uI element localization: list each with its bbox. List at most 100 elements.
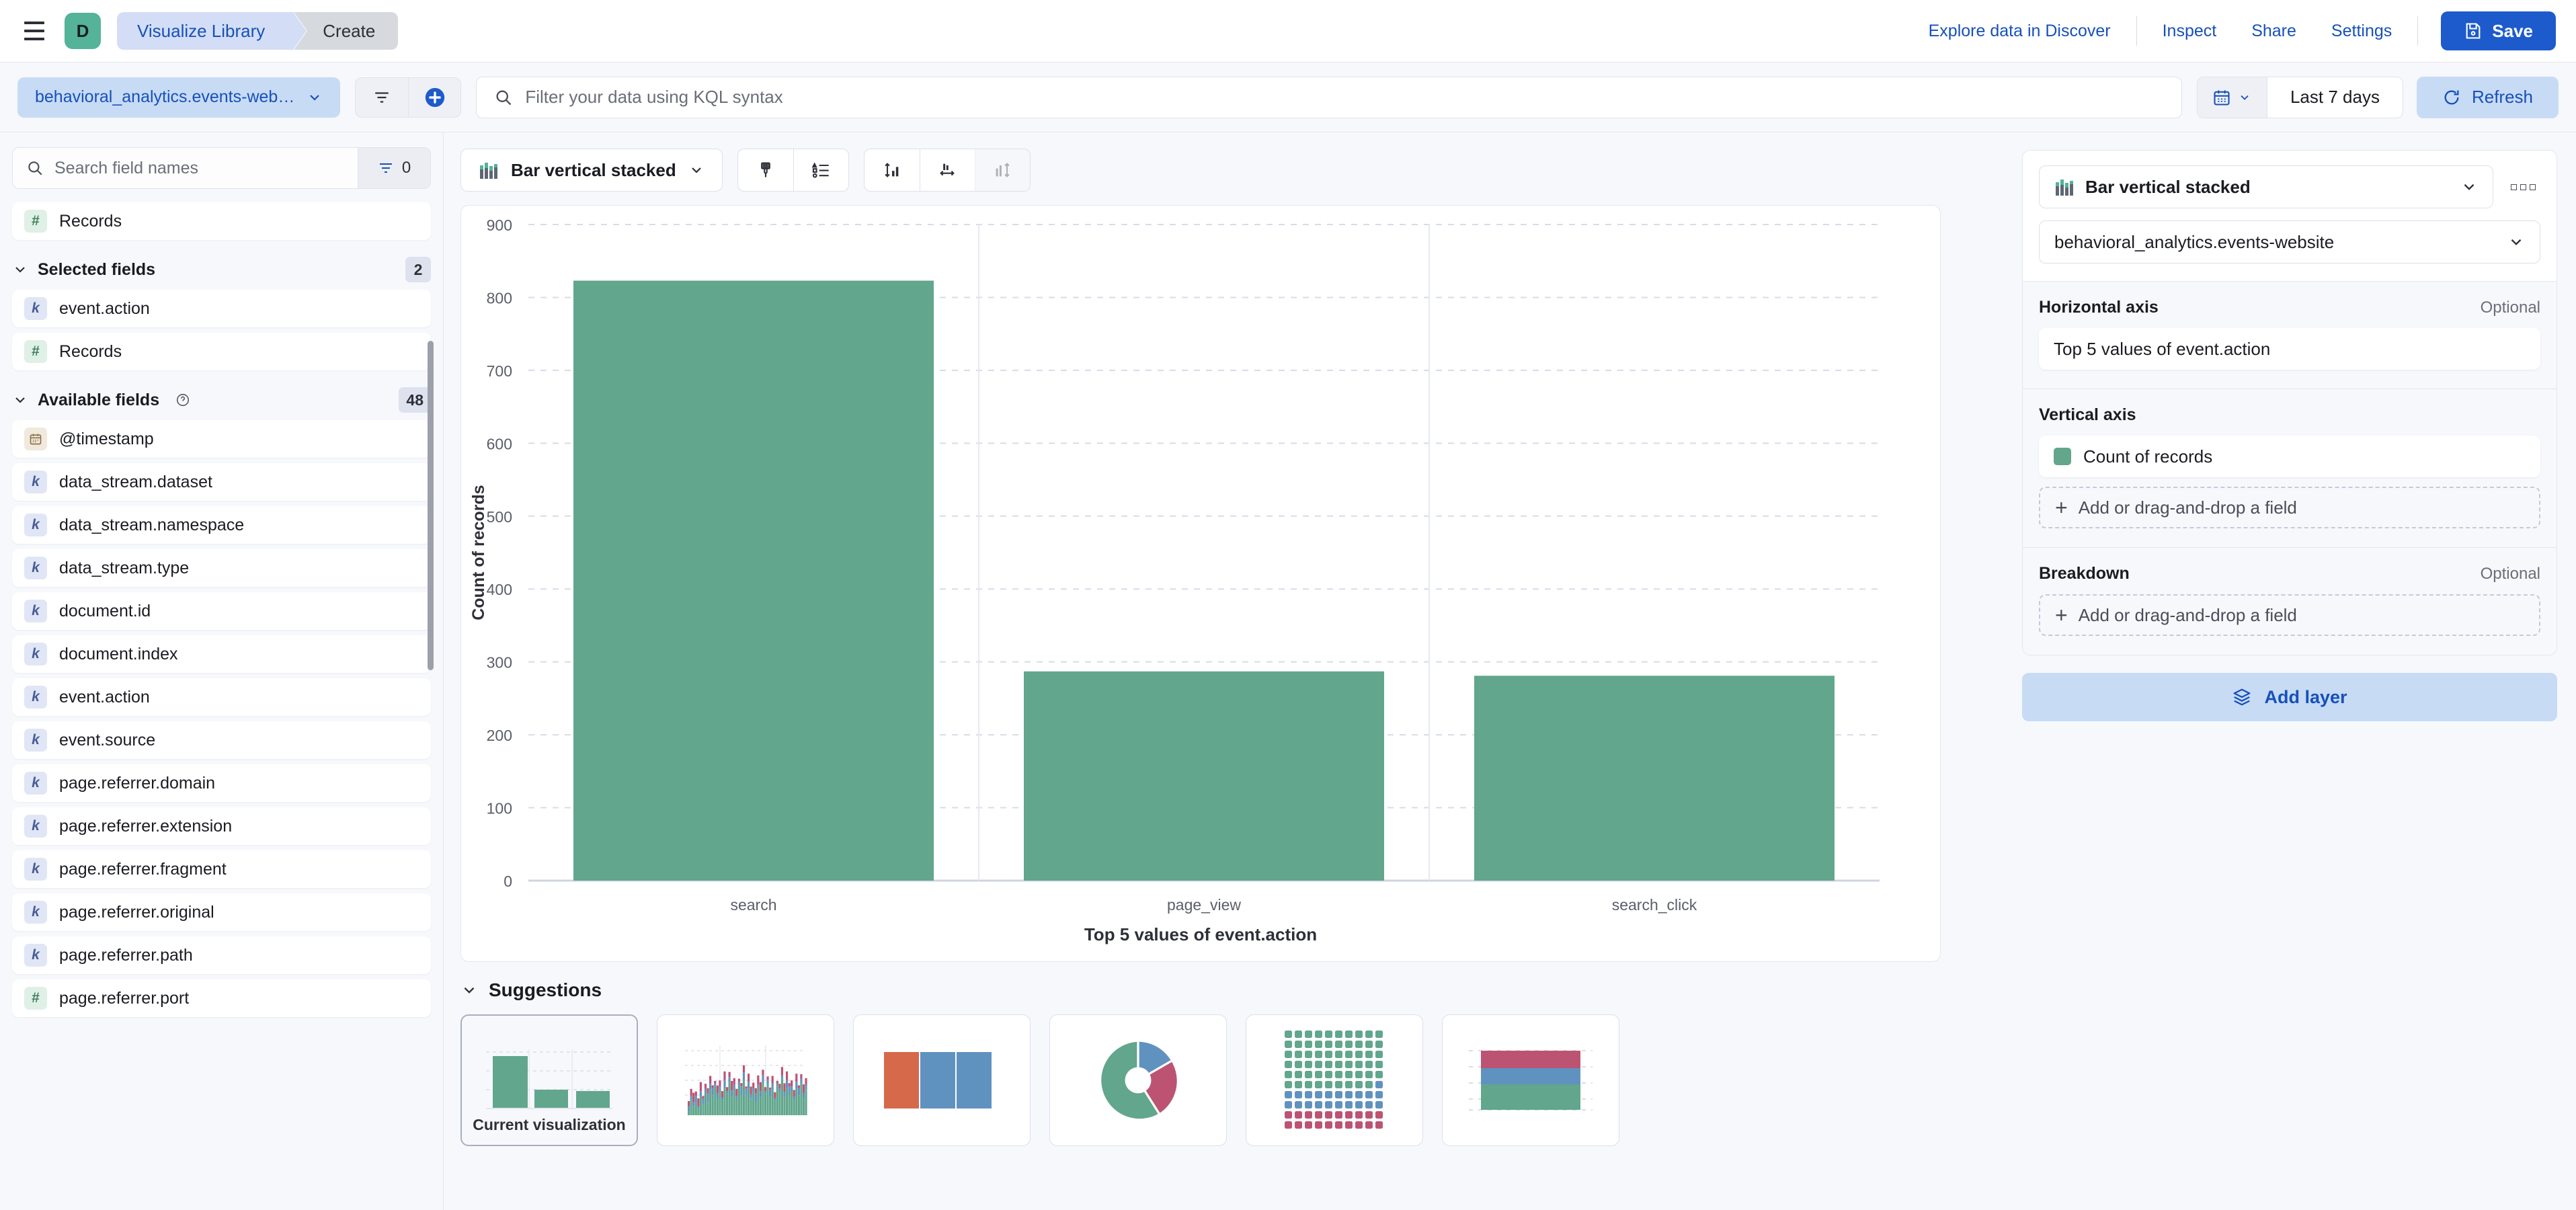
explore-data-in-discover-link[interactable]: Explore data in Discover: [1928, 21, 2111, 40]
save-button[interactable]: Save: [2441, 11, 2556, 50]
search-input[interactable]: [54, 148, 358, 188]
add-filter-icon[interactable]: [408, 77, 460, 117]
horizontal-scale-icon[interactable]: [919, 149, 975, 191]
header-divider: [2417, 16, 2419, 46]
suggestion-waffle[interactable]: [1246, 1014, 1423, 1146]
bar[interactable]: [573, 280, 934, 881]
bar[interactable]: [1024, 671, 1384, 881]
suggestion-mosaic[interactable]: [853, 1014, 1031, 1146]
add-layer-button[interactable]: Add layer: [2022, 673, 2557, 721]
field-item[interactable]: k document.index: [12, 635, 431, 673]
field-item[interactable]: k document.id: [12, 592, 431, 630]
settings-button[interactable]: Settings: [2331, 21, 2392, 40]
group-label: Breakdown: [2039, 564, 2130, 583]
inspect-button[interactable]: Inspect: [2162, 21, 2217, 40]
field-type-keyword-icon: k: [24, 858, 47, 881]
group-optional-badge: Optional: [2480, 565, 2540, 583]
field-item[interactable]: k page.referrer.original: [12, 893, 431, 931]
y-tick-label: 400: [487, 581, 512, 598]
dimension-horizontal-axis[interactable]: Top 5 values of event.action: [2039, 328, 2540, 370]
field-item[interactable]: k page.referrer.path: [12, 936, 431, 974]
space-avatar[interactable]: D: [65, 13, 101, 49]
config-data-view-select[interactable]: behavioral_analytics.events-website: [2039, 220, 2540, 264]
dimension-vertical-axis[interactable]: Count of records: [2039, 436, 2540, 477]
field-item[interactable]: k page.referrer.extension: [12, 807, 431, 845]
suggestion-dense-stacked-bars[interactable]: [657, 1014, 834, 1146]
breadcrumb-create[interactable]: Create: [294, 12, 399, 50]
search-icon: [13, 159, 54, 177]
refresh-button[interactable]: Refresh: [2416, 76, 2559, 118]
field-item[interactable]: k event.source: [12, 721, 431, 759]
field-item[interactable]: k data_stream.dataset: [12, 463, 431, 501]
suggestion-single-stacked-bar[interactable]: [1442, 1014, 1619, 1146]
data-view-picker[interactable]: behavioral_analytics.events-web…: [17, 77, 341, 118]
chevron-down-icon: [2460, 178, 2478, 196]
legend-settings-icon[interactable]: [793, 149, 848, 191]
field-label: event.source: [59, 730, 156, 750]
vertical-scale-icon[interactable]: [864, 149, 920, 191]
help-icon[interactable]: [175, 393, 190, 407]
x-tick-label: search_click: [1612, 896, 1697, 914]
field-type-keyword-icon: k: [24, 514, 47, 536]
dropzone-vertical-axis[interactable]: + Add or drag-and-drop a field: [2039, 487, 2540, 528]
config-chart-type-select[interactable]: Bar vertical stacked: [2039, 165, 2493, 208]
field-filter-button[interactable]: 0: [358, 148, 430, 188]
color-swatch: [2054, 448, 2071, 465]
sidebar-scrollbar[interactable]: [428, 341, 434, 670]
plus-icon: +: [2055, 495, 2068, 520]
share-button[interactable]: Share: [2251, 21, 2296, 40]
group-label-row: Vertical axis: [2039, 405, 2540, 425]
field-item[interactable]: k page.referrer.domain: [12, 764, 431, 802]
config-group-breakdown: Breakdown Optional + Add or drag-and-dro…: [2023, 547, 2557, 655]
menu-toggle-icon[interactable]: [19, 15, 50, 46]
group-label: Horizontal axis: [2039, 298, 2159, 317]
field-item[interactable]: k page.referrer.fragment: [12, 850, 431, 888]
field-item[interactable]: @timestamp: [12, 420, 431, 458]
field-item[interactable]: # page.referrer.port: [12, 979, 431, 1017]
available-fields-header[interactable]: Available fields 48: [12, 380, 431, 420]
y-tick-label: 500: [487, 508, 512, 526]
chart-panel[interactable]: Count of records 0 100 200 300 400 500 600 700 80…: [460, 205, 1941, 962]
field-label: page.referrer.extension: [59, 816, 233, 836]
field-type-keyword-icon: k: [24, 643, 47, 666]
layers-icon: [2232, 687, 2252, 707]
calendar-icon[interactable]: [2197, 77, 2267, 118]
selected-fields-count: 2: [405, 257, 431, 282]
field-type-keyword-icon: k: [24, 686, 47, 709]
field-item-records-selected[interactable]: # Records: [12, 333, 431, 370]
search-field-names[interactable]: 0: [12, 147, 431, 189]
bar-chart[interactable]: Count of records 0 100 200 300 400 500 600 700 80…: [461, 206, 1940, 961]
chart-type-label: Bar vertical stacked: [511, 159, 676, 180]
kql-input[interactable]: Filter your data using KQL syntax: [476, 76, 2182, 118]
field-item-records-pinned[interactable]: # Records: [12, 202, 431, 240]
field-item[interactable]: k data_stream.type: [12, 549, 431, 587]
config-panel: Bar vertical stacked behavioral_analytic…: [2003, 132, 2576, 1210]
chart-type-switcher[interactable]: Bar vertical stacked: [460, 149, 723, 192]
filter-options-icon[interactable]: [356, 78, 408, 117]
field-type-keyword-icon: k: [24, 557, 47, 579]
field-type-keyword-icon: k: [24, 772, 47, 795]
appearance-brush-icon[interactable]: [738, 149, 793, 191]
time-range-value[interactable]: Last 7 days: [2290, 87, 2380, 107]
breadcrumb: Visualize Library Create: [117, 12, 399, 50]
field-item[interactable]: k data_stream.namespace: [12, 506, 431, 544]
header-actions: Explore data in Discover Inspect Share S…: [1911, 11, 2576, 50]
chart-title: Top 5 values of event.action: [1084, 924, 1318, 944]
suggestion-current-visualization[interactable]: Current visualization: [460, 1014, 638, 1146]
field-label: page.referrer.domain: [59, 773, 216, 793]
selected-fields-header[interactable]: Selected fields 2: [12, 249, 431, 290]
kql-placeholder: Filter your data using KQL syntax: [525, 87, 783, 107]
field-item[interactable]: k event.action: [12, 678, 431, 716]
suggestion-thumb-dense-bars: [685, 1045, 807, 1115]
suggestion-donut[interactable]: [1049, 1014, 1227, 1146]
field-label: page.referrer.path: [59, 945, 193, 965]
bar[interactable]: [1474, 676, 1835, 881]
suggestions-header[interactable]: Suggestions: [460, 979, 1986, 1001]
layer-header: Bar vertical stacked behavioral_analytic…: [2023, 151, 2557, 281]
breadcrumb-visualize-library[interactable]: Visualize Library: [117, 12, 307, 50]
field-item-event-action-selected[interactable]: k event.action: [12, 290, 431, 327]
header-divider: [2136, 16, 2137, 46]
field-type-number-icon: #: [24, 210, 47, 233]
layer-actions-icon[interactable]: [2505, 184, 2540, 190]
dropzone-breakdown[interactable]: + Add or drag-and-drop a field: [2039, 594, 2540, 636]
